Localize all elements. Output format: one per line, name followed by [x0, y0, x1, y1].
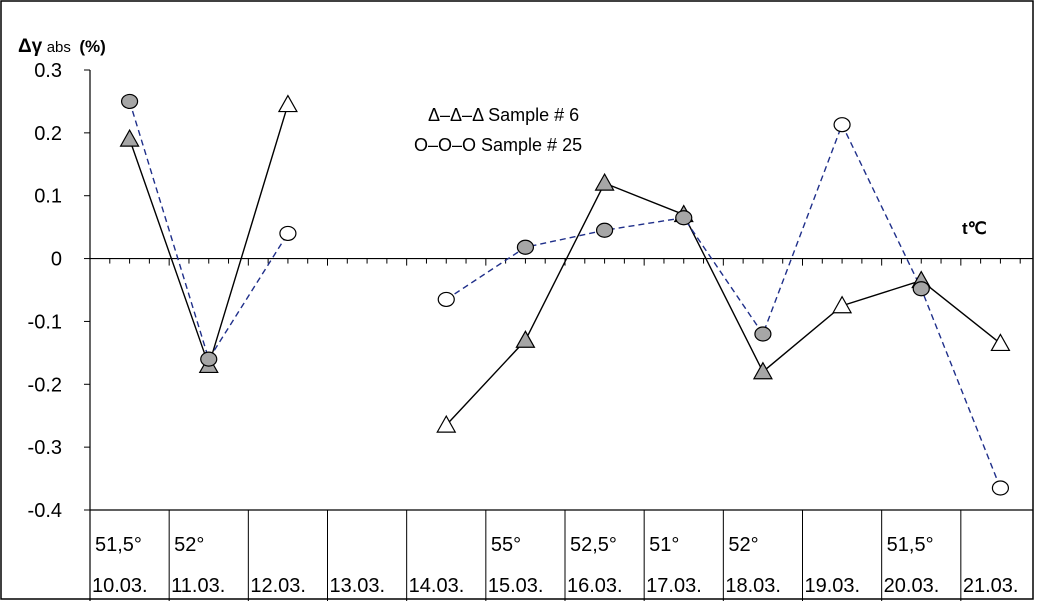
x-tick-labels: 10.03. 11.03. 12.03. 13.03. 14.03. 15.03. 16.0… [92, 534, 1018, 597]
y-tick-labels: 0.3 0.2 0.1 0 -0.1 -0.2 -0.3 -0.4 [28, 60, 62, 522]
x-tick-label: 17.03. [646, 575, 702, 597]
legend-entry-sample-6: Δ–Δ–Δ Sample # 6 [428, 105, 579, 125]
y-tick-label: -0.1 [28, 311, 62, 333]
y-tick-label: -0.4 [28, 500, 62, 522]
x-tick-label: 20.03. [884, 575, 940, 597]
x-tick-label: 13.03. [330, 575, 386, 597]
series-line-sample-25 [445, 122, 1002, 489]
data-point-sample-6 [832, 295, 853, 314]
y-tick-label: -0.2 [28, 374, 62, 396]
axes [84, 69, 1033, 601]
x-tick-label: 18.03. [725, 575, 781, 597]
data-point-sample-25 [991, 480, 1010, 496]
series [119, 93, 1011, 496]
data-point-sample-25 [595, 222, 614, 238]
x-tick-label: 15.03. [488, 575, 544, 597]
temperature-label: 51,5° [887, 534, 934, 556]
temperature-label: 51° [649, 534, 679, 556]
x-tick-label: 16.03. [567, 575, 623, 597]
temperature-label: 52° [728, 534, 758, 556]
y-axis-title-main: Δγ [18, 36, 43, 57]
data-point-sample-6 [277, 94, 298, 113]
data-point-sample-25 [279, 225, 297, 242]
x-tick-label: 19.03. [805, 575, 861, 597]
category-grid [168, 510, 962, 601]
data-point-sample-25 [833, 117, 851, 133]
y-tick-label: 0.1 [34, 186, 62, 208]
data-point-sample-25 [516, 239, 535, 255]
data-point-sample-6 [119, 128, 140, 147]
x-tick-label: 14.03. [409, 575, 465, 597]
data-point-sample-6 [990, 333, 1011, 352]
temperature-label: 51,5° [95, 534, 142, 556]
y-tick-label: 0 [51, 249, 62, 271]
temperature-label: 55° [491, 534, 521, 556]
data-point-sample-25 [675, 210, 693, 226]
x-tick-label: 11.03. [171, 575, 225, 597]
y-tick-label: 0.3 [34, 60, 62, 82]
y-axis-title-unit: (%) [79, 37, 105, 56]
y-tick-label: 0.2 [34, 123, 62, 145]
x-tick-label: 12.03. [250, 575, 306, 597]
data-point-sample-6 [515, 330, 536, 348]
data-point-sample-25 [437, 291, 455, 308]
data-point-sample-6 [436, 414, 457, 433]
legend: Δ–Δ–Δ Sample # 6 O–O–O Sample # 25 [414, 105, 582, 155]
data-point-sample-25 [200, 351, 218, 367]
data-point-sample-25 [120, 93, 139, 110]
y-axis-title: Δγ abs (%) [18, 36, 106, 57]
data-point-sample-6 [594, 172, 615, 191]
series-line-sample-6 [445, 182, 1001, 426]
y-axis-title-sub: abs [47, 39, 71, 56]
x-axis-unit-label: t℃ [962, 219, 987, 238]
data-point-sample-6 [752, 361, 773, 380]
temperature-label: 52° [174, 534, 204, 556]
y-tick-label: -0.3 [28, 437, 62, 459]
temperature-label: 52,5° [570, 534, 617, 556]
legend-entry-sample-25: O–O–O Sample # 25 [414, 135, 582, 155]
x-tick-label: 10.03. [92, 575, 148, 597]
data-point-sample-25 [912, 281, 930, 297]
x-tick-label: 21.03. [963, 575, 1019, 597]
data-point-sample-25 [754, 326, 772, 342]
